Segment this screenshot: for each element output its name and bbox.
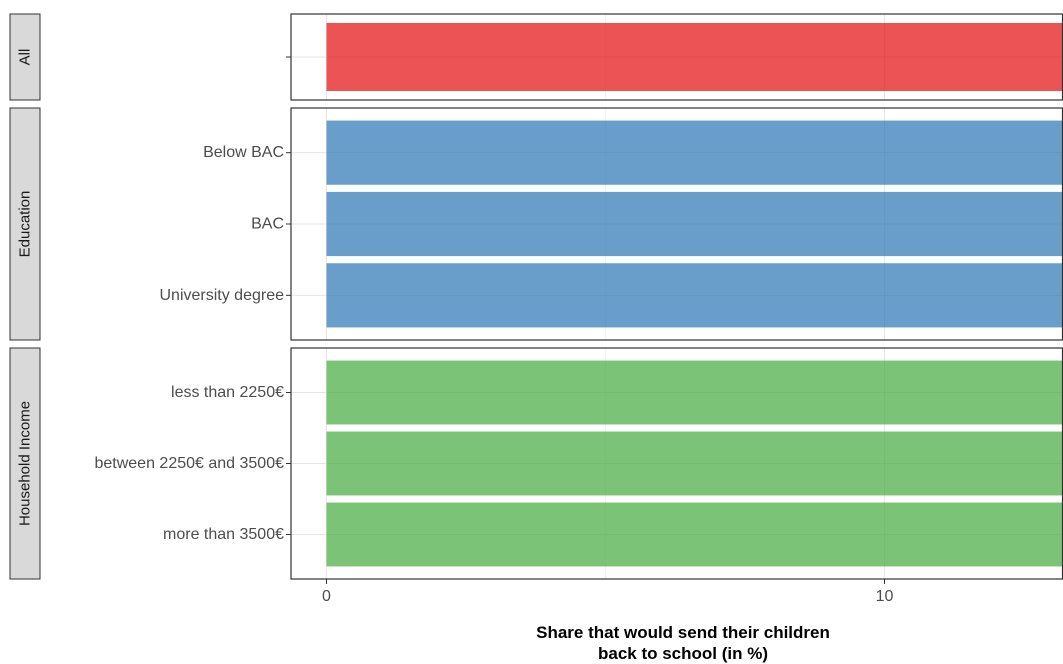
y-tick-label: more than 3500€ xyxy=(163,526,284,543)
y-tick-label: BAC xyxy=(251,216,284,233)
bar xyxy=(326,23,1063,91)
x-axis-title-line2: back to school (in %) xyxy=(598,644,768,663)
facet-strip-label: All xyxy=(17,49,34,66)
x-axis-title-line1: Share that would send their children xyxy=(536,623,830,642)
y-tick-label: less than 2250€ xyxy=(171,384,284,401)
x-tick-label: 0 xyxy=(322,588,331,605)
panel-1: Education Below BAC BAC University degree xyxy=(9,107,1063,341)
facet-strip xyxy=(9,13,41,101)
panel-2: Household Income less than 2250€ between 2… xyxy=(9,347,1063,580)
y-tick-label: Below BAC xyxy=(203,144,284,161)
x-axis: 01020304050 xyxy=(322,579,894,605)
bar xyxy=(326,191,1063,257)
facet-strip-label: Household Income xyxy=(17,401,34,526)
bar xyxy=(326,431,1063,496)
y-tick-label: between 2250€ and 3500€ xyxy=(94,455,284,472)
x-tick-label: 10 xyxy=(876,588,894,605)
y-tick-label: University degree xyxy=(160,287,285,304)
bar xyxy=(326,120,1063,185)
facet-strip xyxy=(9,347,41,580)
panels-layer: All Education Below BAC BAC University degre… xyxy=(9,13,1063,580)
panel-0: All xyxy=(9,13,1063,101)
facet-strip-label: Education xyxy=(17,191,34,258)
facet-strip xyxy=(9,107,41,341)
bar xyxy=(326,502,1063,567)
bar xyxy=(326,263,1063,328)
bar xyxy=(326,360,1063,425)
